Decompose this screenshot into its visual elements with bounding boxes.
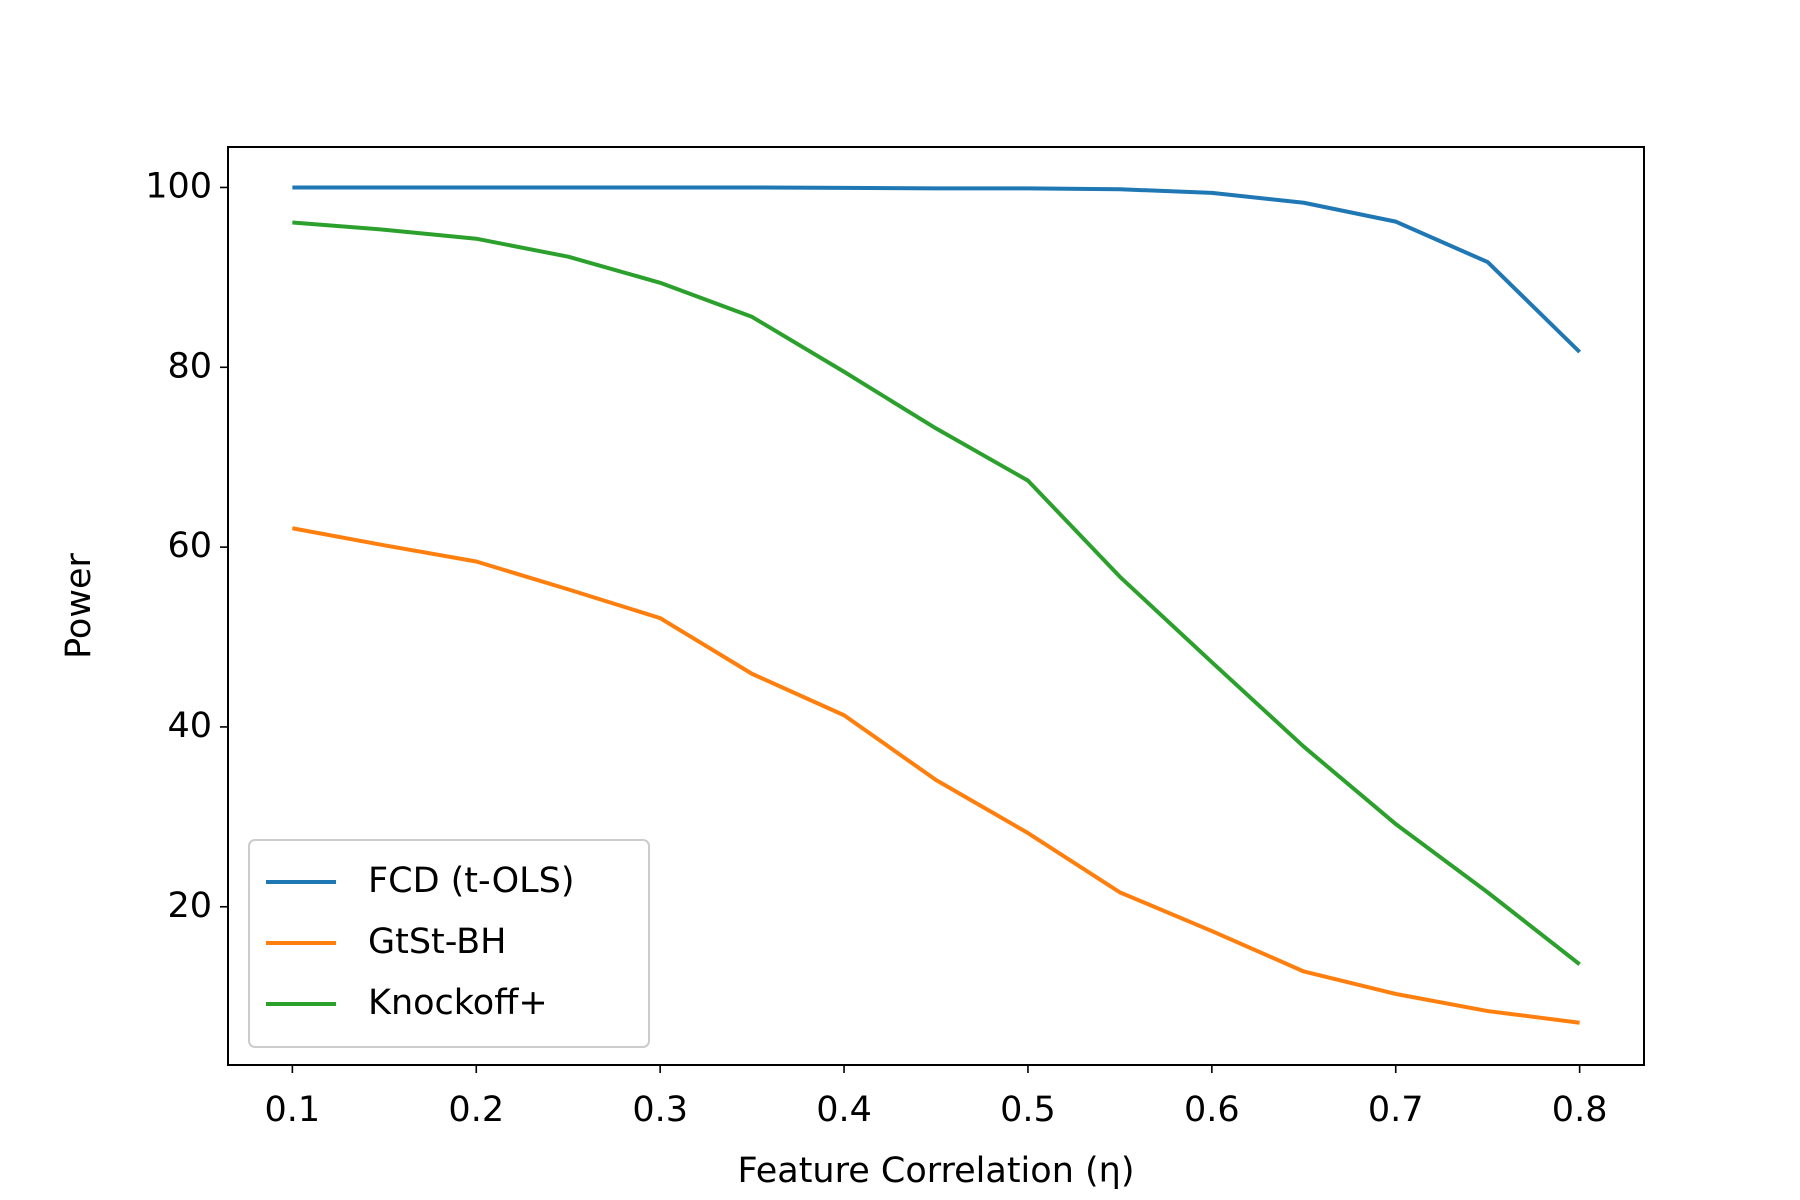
y-tick-label: 60	[167, 526, 212, 566]
x-tick-label: 0.8	[1552, 1090, 1608, 1130]
y-tick-label: 40	[167, 706, 212, 746]
line-series	[292, 220, 1581, 966]
legend-label: FCD (t-OLS)	[368, 861, 575, 901]
x-axis-label: Feature Correlation (η)	[738, 1151, 1135, 1191]
line-series	[292, 185, 1582, 354]
legend-label: GtSt-BH	[368, 922, 507, 962]
y-axis-label: Power	[59, 552, 99, 658]
plot-frame	[227, 146, 1645, 1066]
line-series	[291, 526, 1580, 1025]
y-tick-label: 100	[145, 166, 212, 206]
x-tick-label: 0.5	[1000, 1090, 1056, 1130]
x-tick-label: 0.2	[448, 1090, 504, 1130]
x-tick-label: 0.1	[265, 1090, 321, 1130]
x-tick-label: 0.6	[1184, 1090, 1240, 1130]
x-tick-label: 0.4	[816, 1090, 872, 1130]
legend-box	[248, 839, 650, 1048]
y-tick-label: 20	[167, 886, 212, 926]
x-tick-label: 0.3	[632, 1090, 688, 1130]
x-tick-label: 0.7	[1368, 1090, 1424, 1130]
legend-label: Knockoff+	[368, 983, 548, 1023]
y-tick-label: 80	[167, 346, 212, 386]
